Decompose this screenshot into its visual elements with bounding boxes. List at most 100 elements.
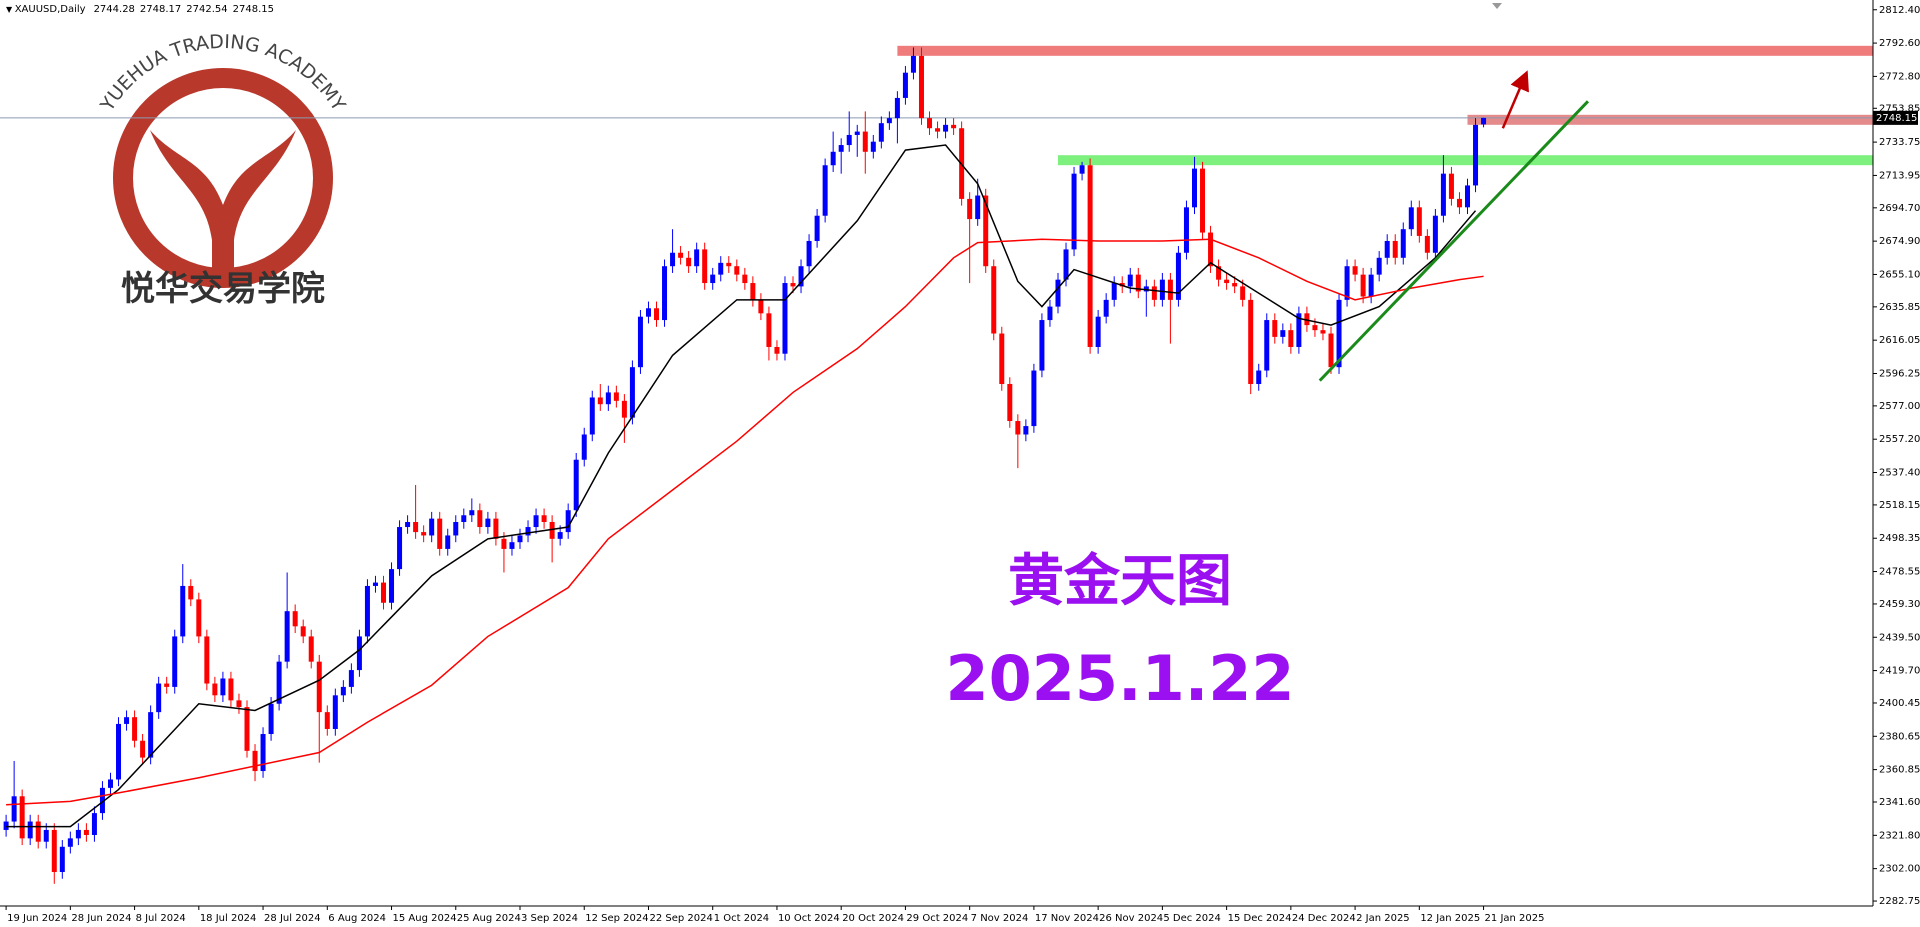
candle-body [1216, 266, 1222, 280]
candle-body [557, 532, 563, 539]
candle-body [421, 532, 427, 536]
candle-body [589, 397, 595, 435]
x-tick-label: 21 Jan 2025 [1485, 913, 1545, 924]
x-tick-label: 22 Sep 2024 [649, 913, 712, 924]
candle-body [1352, 266, 1358, 275]
candle-body [1328, 333, 1334, 368]
candle-body [774, 346, 780, 354]
watermark-title: 黄金天图 [1008, 548, 1232, 614]
candle-body [1183, 207, 1189, 253]
candle-body [798, 266, 804, 287]
candle-body [605, 392, 611, 405]
candle-body [1264, 320, 1270, 371]
arrow [1501, 70, 1529, 129]
candle-body [975, 195, 981, 220]
candle-body [1432, 215, 1438, 253]
candle-body [27, 821, 33, 839]
x-tick-label: 12 Jan 2025 [1420, 913, 1480, 924]
candle-body [573, 459, 579, 511]
candle-body [332, 695, 338, 729]
symbol: XAUUSD,Daily [15, 4, 86, 15]
y-tick-label: 2596.25 [1879, 368, 1920, 379]
candle-body [1111, 283, 1117, 300]
candle-body [1288, 330, 1294, 347]
candle-body [244, 707, 250, 751]
candle-body [75, 829, 81, 839]
candle-body [1175, 252, 1181, 300]
x-tick-label: 28 Jun 2024 [71, 913, 131, 924]
candle-body [533, 515, 539, 528]
y-tick-label: 2694.70 [1879, 203, 1920, 214]
candle-body [870, 141, 876, 152]
candle-body [453, 521, 459, 536]
x-tick-label: 24 Dec 2024 [1292, 913, 1356, 924]
candle-body [356, 636, 362, 671]
y-tick-label: 2812.40 [1879, 5, 1920, 16]
candle-body [140, 740, 146, 758]
candle-body [340, 686, 346, 696]
candle-body [477, 510, 483, 528]
candle-body [1280, 330, 1286, 337]
candle-body [951, 124, 957, 129]
candle-body [758, 299, 764, 314]
x-tick-label: 28 Jul 2024 [264, 913, 321, 924]
candle-body [597, 397, 603, 405]
candle-body [1015, 421, 1021, 435]
candle-body [830, 151, 836, 166]
y-tick-label: 2792.60 [1879, 38, 1920, 49]
candle-body [1312, 325, 1318, 331]
candle-body [613, 392, 619, 401]
candle-body [750, 283, 756, 300]
x-tick-label: 26 Nov 2024 [1099, 913, 1163, 924]
watermark-date: 2025.1.22 [945, 642, 1294, 715]
candle-body [124, 717, 130, 724]
candle-body [645, 308, 651, 317]
candle-body [1071, 173, 1077, 250]
x-tick-label: 12 Sep 2024 [585, 913, 648, 924]
candle-body [1424, 235, 1430, 253]
candle-body [1087, 165, 1093, 347]
y-tick-label: 2753.85 [1879, 103, 1920, 114]
candle-body [662, 266, 668, 321]
candle-body [132, 717, 138, 741]
level-band [1467, 114, 1873, 125]
candle-body [43, 829, 49, 842]
y-tick-label: 2439.50 [1879, 632, 1920, 643]
candle-body [1465, 185, 1471, 208]
candle-body [501, 538, 507, 549]
candle-body [910, 55, 916, 73]
trendline [1318, 100, 1590, 382]
candle-body [51, 829, 57, 873]
y-tick-label: 2635.85 [1879, 302, 1920, 313]
x-tick-label: 25 Aug 2024 [457, 913, 521, 924]
candle-body [1473, 124, 1479, 186]
candle-body [204, 636, 210, 684]
candle-body [364, 585, 370, 637]
candle-body [372, 582, 378, 586]
candle-body [308, 636, 314, 662]
y-tick-label: 2674.90 [1879, 236, 1920, 247]
candle-body [854, 131, 860, 135]
candle-body [1095, 316, 1101, 347]
candle-body [1135, 274, 1141, 292]
candle-body [292, 611, 298, 627]
candle-body [1031, 370, 1037, 427]
y-tick-label: 2478.55 [1879, 567, 1920, 578]
x-tick-label: 8 Jul 2024 [136, 913, 186, 924]
candle-body [348, 670, 354, 687]
candle-body [1368, 274, 1374, 297]
candle-body [413, 521, 419, 533]
candle-body [517, 535, 523, 543]
candle-body [228, 678, 234, 701]
candle-body [1200, 168, 1206, 233]
candle-body [991, 266, 997, 334]
candle-body [1224, 279, 1230, 284]
candle-body [806, 240, 812, 267]
candle-body [188, 585, 194, 600]
candle-body [1344, 266, 1350, 300]
candle-body [935, 128, 941, 132]
candle-body [766, 313, 772, 347]
x-tick-label: 6 Aug 2024 [328, 913, 386, 924]
candle-body [252, 750, 258, 772]
candle-body [927, 118, 933, 129]
